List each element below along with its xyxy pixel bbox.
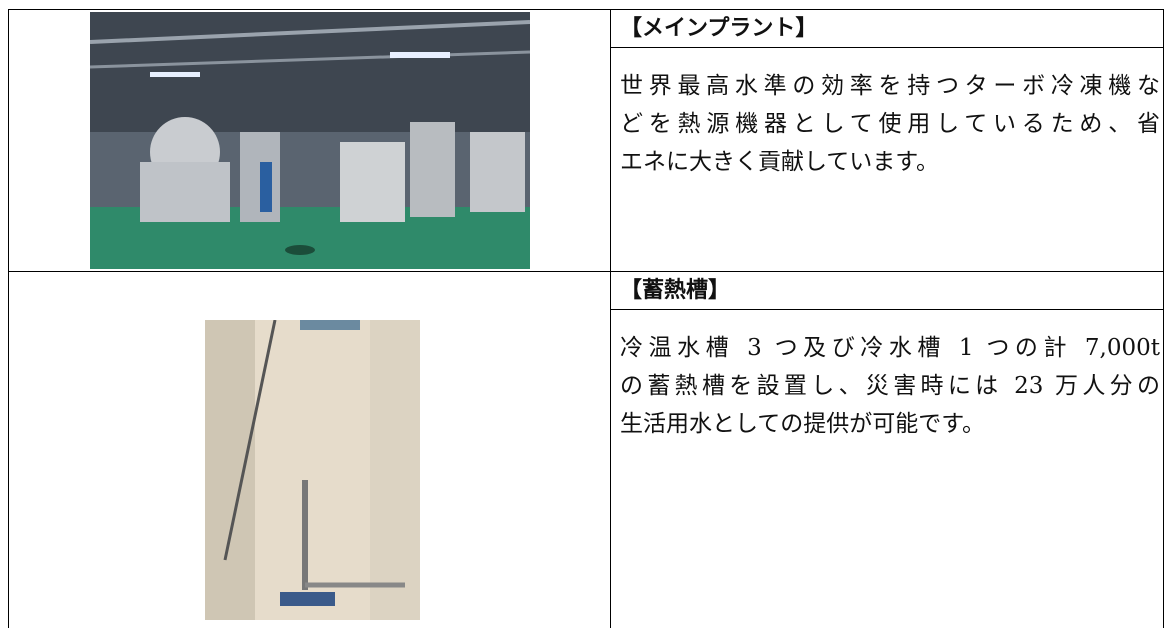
text-line: 生活用水としての提供が可能です。 <box>620 411 986 437</box>
border <box>8 9 9 628</box>
text-line: どを熱源機器として使用しているため、省 <box>620 111 1160 137</box>
cell-text: 世界最高水準の効率を持つターボ冷凍機な どを熱源機器として使用しているため、省 エネ… <box>620 67 1160 181</box>
tank-photo <box>205 320 420 620</box>
text-line: 世界最高水準の効率を持つターボ冷凍機な <box>620 73 1161 99</box>
border <box>1163 9 1164 628</box>
plant-photo <box>90 12 530 269</box>
text-line: の蓄熱槽を設置し、災害時には 23 万人分の <box>620 373 1160 399</box>
cell-text: 冷温水槽 3 つ及び冷水槽 1 つの計 7,000t の蓄熱槽を設置し、災害時には… <box>620 329 1160 443</box>
text-line: エネに大きく貢献しています。 <box>620 149 940 175</box>
border <box>8 271 1164 272</box>
cell-heading: 【メインプラント】 <box>620 15 818 41</box>
border <box>610 309 1164 310</box>
border <box>610 47 1164 48</box>
border <box>8 9 1164 10</box>
text-line: 冷温水槽 3 つ及び冷水槽 1 つの計 7,000t <box>620 335 1160 361</box>
border <box>610 9 611 628</box>
cell-heading: 【蓄熱槽】 <box>620 277 731 303</box>
